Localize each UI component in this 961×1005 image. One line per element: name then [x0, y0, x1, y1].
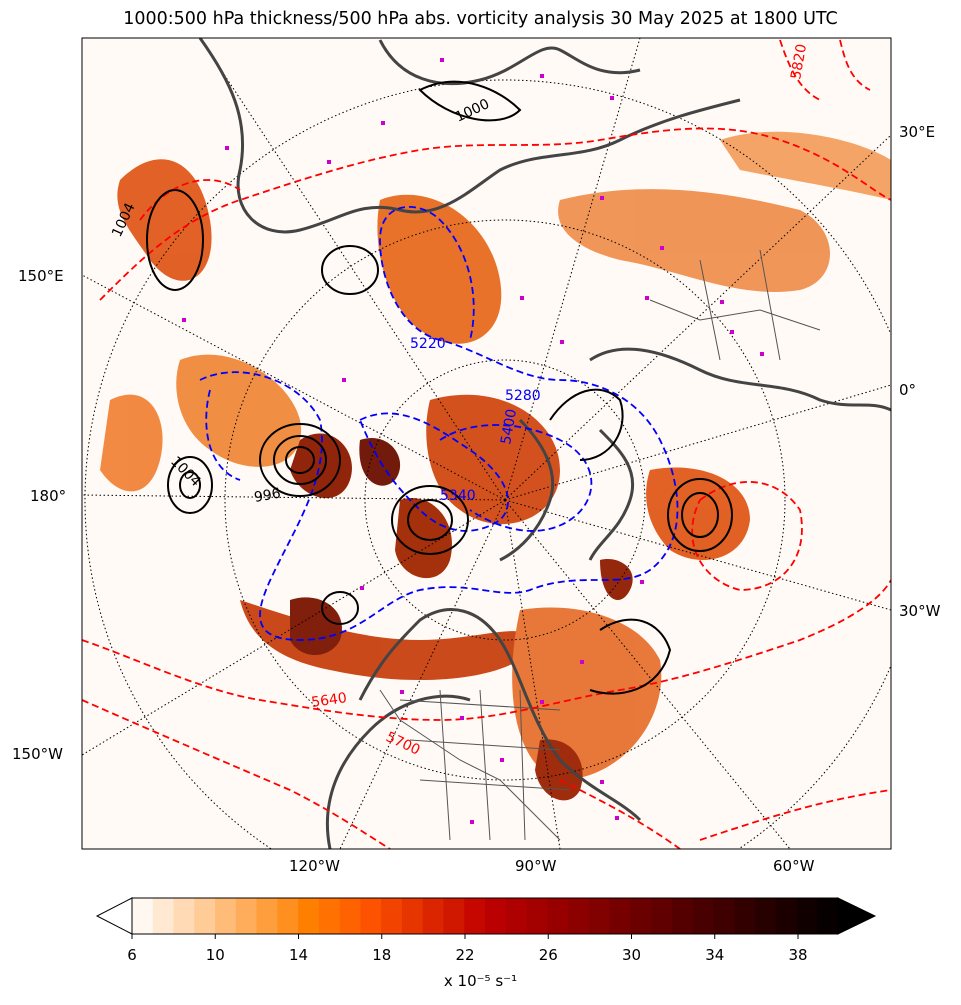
colorbar-bin	[173, 898, 195, 934]
thickness-label: 5280	[505, 388, 541, 404]
thickness-contours-warm	[82, 39, 891, 849]
borders	[379, 249, 821, 841]
colorbar-bin	[339, 898, 361, 934]
map-frame	[81, 37, 892, 850]
colorbar-tick-label: 14	[288, 946, 309, 964]
station-markers	[182, 58, 764, 824]
lon-label-90w: 90°W	[515, 857, 557, 875]
colorbar-bin	[132, 898, 154, 934]
colorbar-label: x 10⁻⁵ s⁻¹	[443, 972, 518, 990]
colorbar-bin	[464, 898, 486, 934]
colorbar	[95, 897, 877, 939]
colorbar-bin	[360, 898, 382, 934]
colorbar-bin	[215, 898, 237, 934]
colorbar-bin	[817, 898, 839, 934]
colorbar-extend-max	[837, 897, 877, 935]
lat-label-180: 180°	[30, 487, 67, 505]
colorbar-bin	[754, 898, 777, 934]
colorbar-bin	[588, 898, 611, 934]
mslp-contours	[146, 80, 733, 695]
colorbar-bin	[235, 898, 258, 934]
colorbar-bin	[526, 898, 548, 934]
mslp-label: 996	[253, 486, 282, 506]
colorbar-bin	[381, 898, 403, 934]
colorbar-bin	[443, 898, 465, 934]
colorbar-bin	[796, 898, 818, 934]
colorbar-bin	[547, 898, 569, 934]
colorbar-bin	[194, 898, 216, 934]
lat-label-0: 0°	[899, 381, 917, 399]
lat-label-30w: 30°W	[899, 602, 941, 620]
lat-label-30e: 30°E	[899, 123, 936, 141]
thickness-label: 5400	[498, 408, 520, 446]
thickness-label: 5220	[410, 336, 446, 352]
chart-title: 1000:500 hPa thickness/500 hPa abs. vort…	[123, 9, 838, 29]
colorbar-tick-label: 10	[205, 946, 225, 964]
colorbar-tick-label: 22	[455, 946, 475, 964]
colorbar-bin	[630, 898, 652, 934]
colorbar-tick-label: 38	[788, 946, 808, 964]
colorbar-bin	[713, 898, 735, 934]
thickness-contours-cold	[199, 206, 679, 641]
colorbar-bin	[298, 898, 320, 934]
coastlines	[198, 38, 891, 849]
lat-label-150e: 150°E	[18, 267, 64, 285]
colorbar-bin	[734, 898, 756, 934]
colorbar-tick-label: 34	[705, 946, 725, 964]
thickness-label: 5640	[310, 690, 348, 711]
colorbar-bin	[152, 898, 175, 934]
graticule	[82, 38, 891, 849]
lon-label-60w: 60°W	[773, 857, 815, 875]
colorbar-frame	[131, 897, 839, 935]
thickness-label: 5820	[788, 43, 810, 81]
colorbar-bin	[401, 898, 424, 934]
colorbar-extend-min	[95, 897, 133, 935]
colorbar-bin	[422, 898, 444, 934]
colorbar-tick-label: 18	[372, 946, 392, 964]
colorbar-bin	[505, 898, 528, 934]
colorbar-bin	[277, 898, 299, 934]
colorbar-bin	[671, 898, 694, 934]
colorbar-bin	[568, 898, 590, 934]
colorbar-bin	[651, 898, 673, 934]
colorbar-tick-label: 6	[127, 946, 137, 964]
colorbar-tick-label: 26	[538, 946, 558, 964]
colorbar-bin	[692, 898, 714, 934]
colorbar-bin	[485, 898, 507, 934]
thickness-label: 5340	[440, 488, 476, 504]
colorbar-tick-label: 30	[621, 946, 642, 964]
colorbar-bin	[256, 898, 278, 934]
colorbar-bin	[609, 898, 631, 934]
lon-label-120w: 120°W	[289, 857, 340, 875]
colorbar-bin	[775, 898, 797, 934]
lat-label-150w: 150°W	[12, 745, 63, 763]
colorbar-bin	[318, 898, 341, 934]
